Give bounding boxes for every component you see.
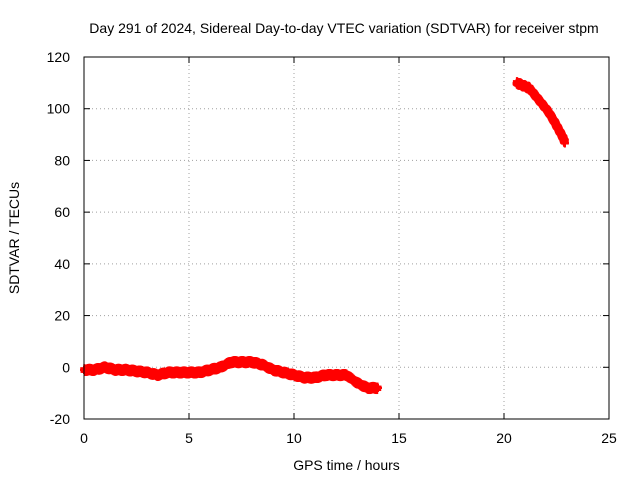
data-point: [558, 133, 567, 142]
x-tick-label: 15: [391, 430, 407, 446]
data-point: [90, 365, 99, 374]
x-tick-label: 25: [601, 430, 617, 446]
chart-title: Day 291 of 2024, Sidereal Day-to-day VTE…: [89, 20, 598, 36]
x-tick-label: 5: [185, 430, 193, 446]
data-point: [258, 360, 267, 369]
data-point: [153, 371, 162, 380]
y-tick-label: 0: [62, 359, 70, 375]
data-point: [132, 367, 141, 376]
y-tick-label: 40: [54, 256, 70, 272]
data-point: [525, 84, 534, 93]
data-point: [544, 107, 553, 116]
x-tick-label: 10: [286, 430, 302, 446]
x-axis-label: GPS time / hours: [293, 457, 400, 473]
data-point: [206, 365, 214, 374]
y-tick-label: 20: [54, 308, 70, 324]
data-point: [560, 138, 569, 147]
data-point: [342, 371, 351, 380]
data-point: [185, 368, 193, 377]
data-point: [512, 78, 521, 87]
y-tick-label: -20: [50, 411, 70, 427]
y-tick-label: 100: [47, 101, 71, 117]
data-point: [332, 371, 340, 380]
data-point: [122, 365, 130, 374]
data-point: [550, 117, 559, 126]
data-point: [518, 81, 527, 90]
y-tick-label: 60: [54, 204, 70, 220]
x-tick-label: 0: [80, 430, 88, 446]
data-point: [363, 383, 372, 392]
data-point: [374, 383, 382, 392]
y-tick-label: 120: [47, 49, 71, 65]
data-point: [174, 368, 183, 377]
data-point: [237, 358, 246, 367]
data-point: [269, 365, 277, 374]
data-point: [195, 368, 204, 377]
data-point: [143, 368, 151, 377]
data-point: [353, 378, 361, 387]
y-axis-label: SDTVAR / TECUs: [6, 182, 22, 294]
data-point: [290, 371, 298, 380]
grid-lines: [84, 57, 609, 419]
data-point: [227, 358, 235, 367]
data-point: [554, 125, 563, 134]
data-point: [216, 363, 225, 372]
data-point: [164, 368, 172, 377]
data-point: [279, 368, 288, 377]
data-point: [248, 358, 256, 367]
x-tick-label: 20: [496, 430, 512, 446]
data-point: [111, 365, 120, 374]
data-point: [101, 363, 109, 372]
y-tick-label: 80: [54, 152, 70, 168]
data-series: [80, 77, 569, 395]
data-point: [537, 99, 546, 108]
data-point: [531, 91, 540, 100]
data-point: [300, 373, 309, 382]
plot-frame: [83, 56, 610, 420]
data-point: [321, 371, 330, 380]
data-point: [311, 373, 319, 382]
